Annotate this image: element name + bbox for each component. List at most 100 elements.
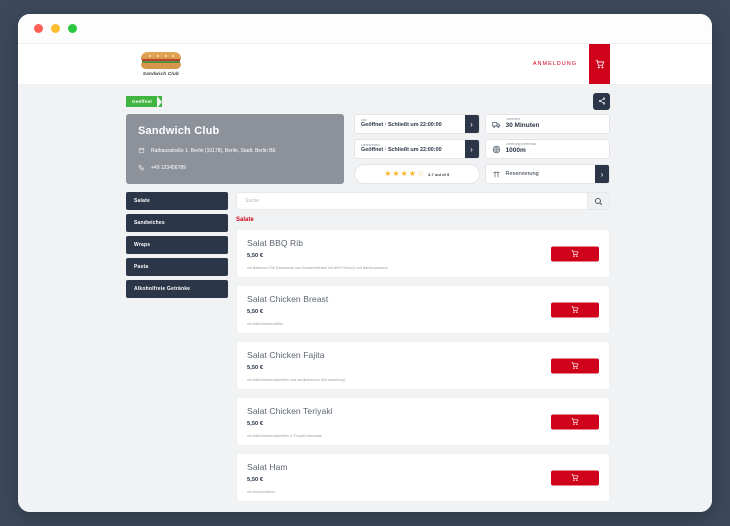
header-cart-button[interactable] [589,44,610,84]
add-to-cart-button[interactable] [551,414,599,429]
sidebar-item-pasta[interactable]: Pasta [126,258,228,276]
dish-price: 5,50 € [247,309,264,315]
hero-top-row: Geöffnet [126,92,610,110]
delivery-hours-expand-arrow[interactable]: › [464,140,479,158]
login-link[interactable]: ANMELDUNG [532,61,577,67]
menu-item: Salat BBQ Rib 5,50 € mit Barbecue-Rib (H… [236,229,610,278]
radius-icon [492,145,500,153]
share-icon [598,97,605,105]
rating-card: ★ ★ ★ ★ ☆ 4.7 out of 5 [354,164,480,184]
shopping-cart-icon [571,474,579,481]
window-close-dot[interactable] [34,24,43,33]
page-viewport: Sandwich Club ANMELDUNG Geöffnet [18,44,712,512]
dish-name: Salat Ham [247,462,288,472]
restaurant-phone-row: +49 123456789 [138,164,332,171]
menu-item: Salat Ham 5,50 € mit Kochschinken [236,453,610,502]
restaurant-name: Sandwich Club [138,125,220,137]
hours-card[interactable]: Std. Geöffnet · Schließt um 22:00:00 › [354,114,480,134]
window-maximize-dot[interactable] [68,24,77,33]
category-sidebar: Salate Sandwiches Wraps Pasta Alkoholfre… [126,192,228,502]
add-to-cart-button[interactable] [551,470,599,485]
search-input[interactable] [237,193,587,209]
dish-description: mit Hähnchenbruststreifen in Teriyaki-Ma… [247,434,323,438]
shopping-cart-icon [571,306,579,313]
reservation-arrow[interactable]: › [595,165,609,183]
header-actions: ANMELDUNG [533,44,610,84]
sidebar-item-alkoholfreie-getraenke[interactable]: Alkoholfreie Getränke [126,280,228,298]
shopping-cart-icon [571,418,579,425]
table-icon [493,171,499,177]
dish-name: Salat Chicken Breast [247,294,329,304]
star-icon: ★ [384,169,392,178]
phone-icon [138,164,145,171]
sidebar-item-sandwiches[interactable]: Sandwiches [126,214,228,232]
dish-description: mit Hähnchenbrustfilet [247,322,283,326]
site-header: Sandwich Club ANMELDUNG [18,44,712,84]
delivery-hours-value: Geöffnet · Schließt um 22:00:00 [361,147,442,154]
dish-name: Salat Chicken Fajita [247,350,325,360]
hero-section: Geöffnet Sandwich Club [18,84,712,184]
menu-item: Salat Chicken Teriyaki 5,50 € mit Hähnch… [236,397,610,446]
delivery-radius-value: 1000m [505,146,526,154]
site-logo[interactable]: Sandwich Club [126,52,196,76]
building-icon [138,147,145,154]
delivery-time-value: 30 Minuten [505,121,540,129]
dish-price: 5,50 € [247,253,264,259]
reservation-card[interactable]: Reservierung › [484,164,610,184]
sidebar-item-salate[interactable]: Salate [126,192,228,210]
dish-price: 5,50 € [247,477,264,483]
menu-item: Salat Chicken Breast 5,50 € mit Hähnchen… [236,285,610,334]
star-icon: ★ [392,169,400,178]
browser-titlebar [18,14,712,44]
menu-item: Salat Chicken Fajita 5,50 € mit Hähnchen… [236,341,610,390]
hours-value: Geöffnet · Schließt um 22:00:00 [361,122,442,129]
star-icon: ★ [400,169,408,178]
dish-name: Salat BBQ Rib [247,238,304,248]
delivery-time-label: Lieferzeit [505,117,521,121]
delivery-radius-card: Lieferung innerhalb 1000m [484,139,610,159]
hours-expand-arrow[interactable]: › [464,115,479,133]
rating-stars: ★ ★ ★ ★ ☆ [384,170,424,178]
dish-description: mit Kochschinken [247,490,276,494]
search-bar [236,192,610,210]
dish-description: mit Hähnchenbruststreifen und mexikanisc… [247,378,346,382]
restaurant-phone: +49 123456789 [151,164,186,171]
add-to-cart-button[interactable] [551,302,599,317]
shopping-cart-icon [571,250,579,257]
add-to-cart-button[interactable] [551,358,599,373]
delivery-radius-label: Lieferung innerhalb [505,142,537,146]
star-icon: ★ [408,169,416,178]
restaurant-address: Rathausstraße 1, Berlin (10178), Berlin,… [151,147,276,154]
shopping-cart-icon [595,59,604,69]
delivery-hours-label: Lieferzeiten [361,143,380,147]
share-button[interactable] [593,92,610,110]
rating-value: 4.7 out of 5 [428,171,450,177]
window-minimize-dot[interactable] [51,24,60,33]
dish-name: Salat Chicken Teriyaki [247,406,333,416]
restaurant-address-row: Rathausstraße 1, Berlin (10178), Berlin,… [138,147,332,154]
delivery-truck-icon [491,121,500,128]
logo-text: Sandwich Club [142,71,180,76]
delivery-hours-card[interactable]: Lieferzeiten Geöffnet · Schließt um 22:0… [354,139,480,159]
reservation-label: Reservierung [505,171,539,177]
sidebar-item-wraps[interactable]: Wraps [126,236,228,254]
dish-price: 5,50 € [247,421,264,427]
shopping-cart-icon [571,362,579,369]
star-empty-icon: ☆ [416,169,425,178]
sandwich-icon [141,52,181,70]
restaurant-info-card: Sandwich Club Rathausstraße 1, Berlin (1… [126,114,344,184]
dish-description: mit Barbecue-Rib (Hacksteak aus Schweine… [247,266,388,270]
add-to-cart-button[interactable] [551,246,599,261]
search-button[interactable] [587,193,609,209]
main-content: Salate Sandwiches Wraps Pasta Alkoholfre… [18,184,712,502]
menu-content: Salate Salat BBQ Rib 5,50 € mit Barbecue… [236,192,610,502]
hero-meta-grid: Std. Geöffnet · Schließt um 22:00:00 › [354,114,610,184]
hero-body: Sandwich Club Rathausstraße 1, Berlin (1… [126,114,610,184]
dish-price: 5,50 € [247,365,264,371]
hours-label: Std. [361,118,368,122]
status-badge: Geöffnet [126,95,163,108]
browser-window: Sandwich Club ANMELDUNG Geöffnet [18,14,712,512]
menu-section-title: Salate [236,217,254,223]
search-icon [595,197,603,205]
